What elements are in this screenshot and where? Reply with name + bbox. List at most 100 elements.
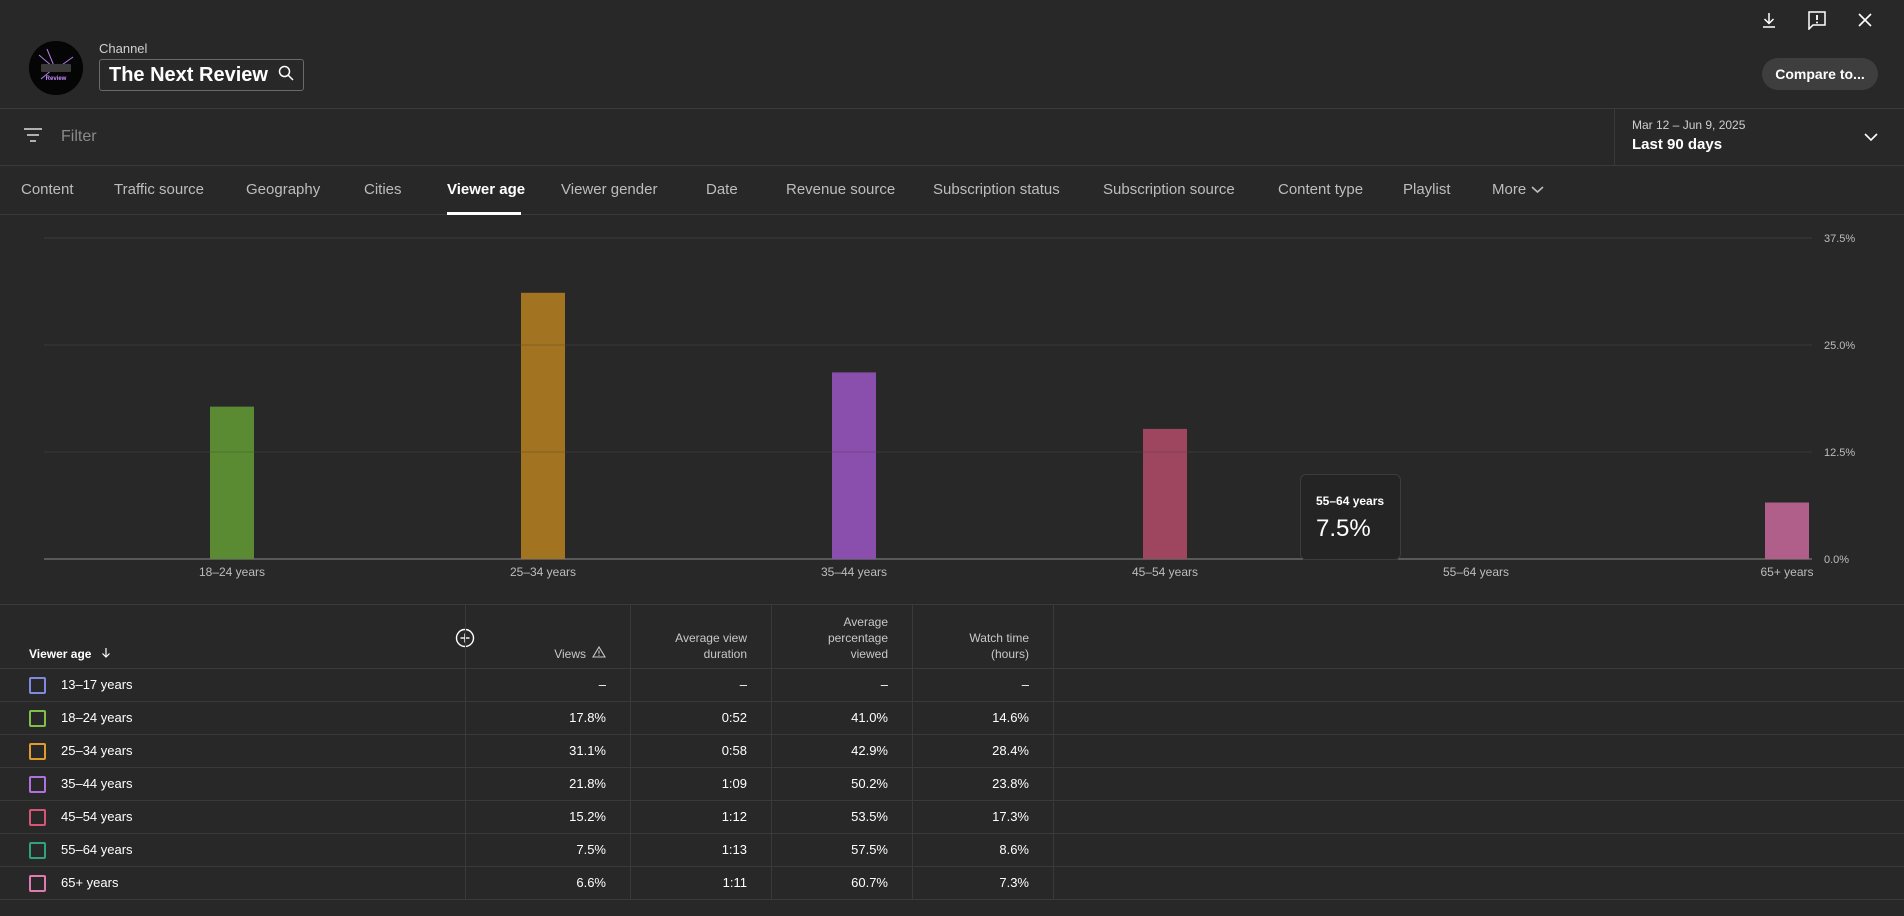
column-header-avg-percentage-viewed[interactable]: Average percentage viewed <box>828 614 888 662</box>
cell-views: 15.2% <box>569 809 606 824</box>
table-row[interactable]: 13–17 years – – – – <box>0 668 1904 701</box>
x-tick-label: 25–34 years <box>510 565 576 579</box>
table-row[interactable]: 55–64 years 7.5% 1:13 57.5% 8.6% <box>0 833 1904 866</box>
row-checkbox[interactable] <box>29 875 46 892</box>
download-icon[interactable] <box>1757 8 1781 32</box>
cell-views: 7.5% <box>576 842 606 857</box>
channel-selector[interactable]: The Next Review <box>99 59 304 91</box>
date-range-text: Mar 12 – Jun 9, 2025 <box>1632 118 1746 132</box>
column-header-line: Average <box>843 615 888 629</box>
table-row[interactable]: 45–54 years 15.2% 1:12 53.5% 17.3% <box>0 800 1904 833</box>
column-header-viewer-age[interactable]: Viewer age <box>29 646 111 663</box>
compare-button[interactable]: Compare to... <box>1762 58 1878 90</box>
cell-avg-percentage-viewed: 60.7% <box>851 875 888 890</box>
channel-avatar: Review <box>29 41 83 95</box>
row-label: 35–44 years <box>61 776 133 791</box>
cell-avg-view-duration: 0:52 <box>721 710 747 725</box>
cell-avg-view-duration: 1:12 <box>721 809 747 824</box>
column-header-line: percentage <box>827 631 888 645</box>
filter-input[interactable]: Filter <box>61 128 97 145</box>
chart-bar <box>1143 428 1187 559</box>
cell-watch-time: 14.6% <box>992 710 1029 725</box>
tooltip-value: 7.5% <box>1316 515 1371 542</box>
dimension-tabs: Content Traffic source Geography Cities … <box>0 166 1904 215</box>
tooltip-title: 55–64 years <box>1316 494 1385 508</box>
cell-avg-view-duration: 1:11 <box>722 875 747 890</box>
tab-more-label: More <box>1492 181 1527 198</box>
tab-cities[interactable]: Cities <box>364 181 402 198</box>
chart-bar <box>832 372 876 559</box>
table-row[interactable]: 35–44 years 21.8% 1:09 50.2% 23.8% <box>0 767 1904 800</box>
filter-icon[interactable] <box>24 127 42 148</box>
column-divider <box>1053 605 1054 899</box>
tab-more[interactable]: More <box>1492 181 1544 198</box>
cell-watch-time: – <box>1021 677 1029 692</box>
cell-avg-view-duration: 1:09 <box>721 776 747 791</box>
tab-viewer-gender[interactable]: Viewer gender <box>561 181 658 198</box>
tab-viewer-age[interactable]: Viewer age <box>447 181 526 198</box>
column-header-avg-view-duration[interactable]: Average view duration <box>675 630 747 662</box>
row-label: 55–64 years <box>61 842 133 857</box>
column-divider <box>465 605 466 899</box>
arrow-down-icon <box>101 647 111 663</box>
tab-content[interactable]: Content <box>21 181 74 198</box>
column-header-line: Average view <box>675 631 747 645</box>
cell-watch-time: 28.4% <box>992 743 1029 758</box>
y-tick-label: 12.5% <box>1824 447 1855 459</box>
chevron-down-icon <box>1531 181 1544 198</box>
chart-bar <box>1765 502 1809 559</box>
tab-subscription-status[interactable]: Subscription status <box>933 181 1060 198</box>
table-row[interactable]: 65+ years 6.6% 1:11 60.7% 7.3% <box>0 866 1904 899</box>
table-row[interactable]: 25–34 years 31.1% 0:58 42.9% 28.4% <box>0 734 1904 767</box>
tab-subscription-source[interactable]: Subscription source <box>1103 181 1235 198</box>
close-icon[interactable] <box>1853 8 1877 32</box>
svg-text:Review: Review <box>46 76 67 82</box>
x-tick-label: 65+ years <box>1760 565 1813 579</box>
column-header-watch-time[interactable]: Watch time (hours) <box>969 630 1029 662</box>
row-checkbox[interactable] <box>29 776 46 793</box>
row-checkbox[interactable] <box>29 710 46 727</box>
cell-views: 31.1% <box>569 743 606 758</box>
row-checkbox[interactable] <box>29 809 46 826</box>
x-tick-label: 35–44 years <box>821 565 887 579</box>
cell-avg-percentage-viewed: 53.5% <box>851 809 888 824</box>
cell-watch-time: 7.3% <box>999 875 1029 890</box>
row-checkbox[interactable] <box>29 677 46 694</box>
tab-date[interactable]: Date <box>706 181 738 198</box>
filter-bar: Filter Mar 12 – Jun 9, 2025 Last 90 days <box>0 109 1904 166</box>
chart-bar <box>521 292 565 559</box>
date-range-selector[interactable]: Mar 12 – Jun 9, 2025 Last 90 days <box>1614 109 1904 166</box>
tab-playlist[interactable]: Playlist <box>1403 181 1451 198</box>
channel-name: The Next Review <box>109 63 268 86</box>
row-label: 65+ years <box>61 875 119 890</box>
cell-views: 17.8% <box>569 710 606 725</box>
tab-traffic-source[interactable]: Traffic source <box>114 181 205 198</box>
tab-geography[interactable]: Geography <box>246 181 321 198</box>
chart-tooltip: 55–64 years 7.5% <box>1300 474 1401 560</box>
row-checkbox[interactable] <box>29 743 46 760</box>
cell-avg-percentage-viewed: 57.5% <box>851 842 888 857</box>
row-label: 45–54 years <box>61 809 133 824</box>
cell-avg-percentage-viewed: 41.0% <box>851 710 888 725</box>
column-header-line: (hours) <box>990 647 1029 661</box>
feedback-icon[interactable] <box>1805 8 1829 32</box>
cell-views: – <box>598 677 606 692</box>
x-tick-label: 45–54 years <box>1132 565 1198 579</box>
data-table: Viewer age Views Average view duration A… <box>0 604 1904 916</box>
header: Review Channel The Next Review Compare t… <box>0 0 1904 109</box>
tab-content-type[interactable]: Content type <box>1278 181 1364 198</box>
cell-watch-time: 23.8% <box>992 776 1029 791</box>
cell-avg-percentage-viewed: – <box>880 677 888 692</box>
column-header-label: Viewer age <box>29 647 92 661</box>
cell-avg-percentage-viewed: 42.9% <box>851 743 888 758</box>
table-row[interactable]: 18–24 years 17.8% 0:52 41.0% 14.6% <box>0 701 1904 734</box>
column-divider <box>912 605 913 899</box>
warning-icon <box>592 645 606 662</box>
row-checkbox[interactable] <box>29 842 46 859</box>
tab-revenue-source[interactable]: Revenue source <box>786 181 896 198</box>
cell-avg-view-duration: 1:13 <box>721 842 747 857</box>
cell-views: 21.8% <box>569 776 606 791</box>
column-header-line: viewed <box>850 647 888 661</box>
viewer-age-chart: 37.5% 25.0% 12.5% 0.0% 18–24 years 25–34 year… <box>44 233 1855 579</box>
column-header-views[interactable]: Views <box>554 645 606 662</box>
